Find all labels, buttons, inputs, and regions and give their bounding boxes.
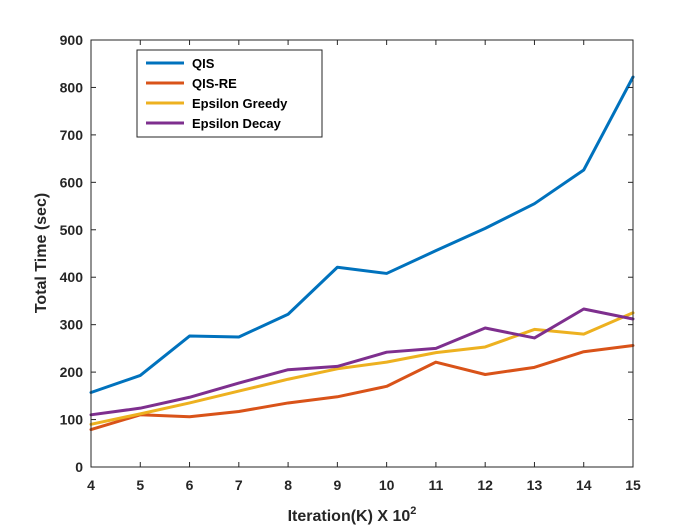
legend-label-qis-re: QIS-RE [192,76,237,91]
x-tick-label: 5 [136,477,144,493]
x-tick-label: 6 [186,477,194,493]
plot-frame [90,39,634,468]
x-tick-label: 15 [625,477,641,493]
x-axis-label-main: Iteration(K) X 10 [288,508,411,525]
series-line-qis [89,75,635,395]
y-tick-label: 700 [60,127,84,143]
y-tick-label: 600 [60,174,84,190]
x-tick-label: 4 [87,477,95,493]
y-tick-label: 0 [75,459,83,475]
x-tick-label: 7 [235,477,243,493]
x-tick-label: 10 [379,477,395,493]
x-axis-label-exponent: 2 [410,505,416,517]
y-axis-label: Total Time (sec) [33,193,50,313]
ticks-layer: 4 5 6 7 8 9 10 11 12 13 14 15 0 100 200 300 400 500 600 700… [60,32,641,493]
x-tick-label: 12 [477,477,493,493]
y-tick-label: 300 [60,317,84,333]
x-tick-label: 9 [333,477,341,493]
x-axis-label: Iteration(K) X 102 [288,505,417,525]
y-tick-label: 500 [60,222,84,238]
y-tick-label: 200 [60,364,84,380]
legend-label-qis: QIS [192,56,215,71]
x-tick-label: 14 [576,477,592,493]
series-line-epsilon-greedy [89,311,635,426]
series-line-qis-re [89,344,635,432]
legend-label-epsilon-decay: Epsilon Decay [192,116,282,131]
series-line-epsilon-decay [89,307,635,417]
y-tick-label: 100 [60,412,84,428]
series-layer [89,75,635,432]
legend-label-epsilon-greedy: Epsilon Greedy [192,96,288,111]
y-tick-label: 400 [60,269,84,285]
y-tick-label: 900 [60,32,84,48]
y-tick-label: 800 [60,79,84,95]
x-tick-label: 8 [284,477,292,493]
legend: QIS QIS-RE Epsilon Greedy Epsilon Decay [136,49,323,138]
x-tick-label: 13 [527,477,543,493]
x-tick-label: 11 [429,477,444,493]
